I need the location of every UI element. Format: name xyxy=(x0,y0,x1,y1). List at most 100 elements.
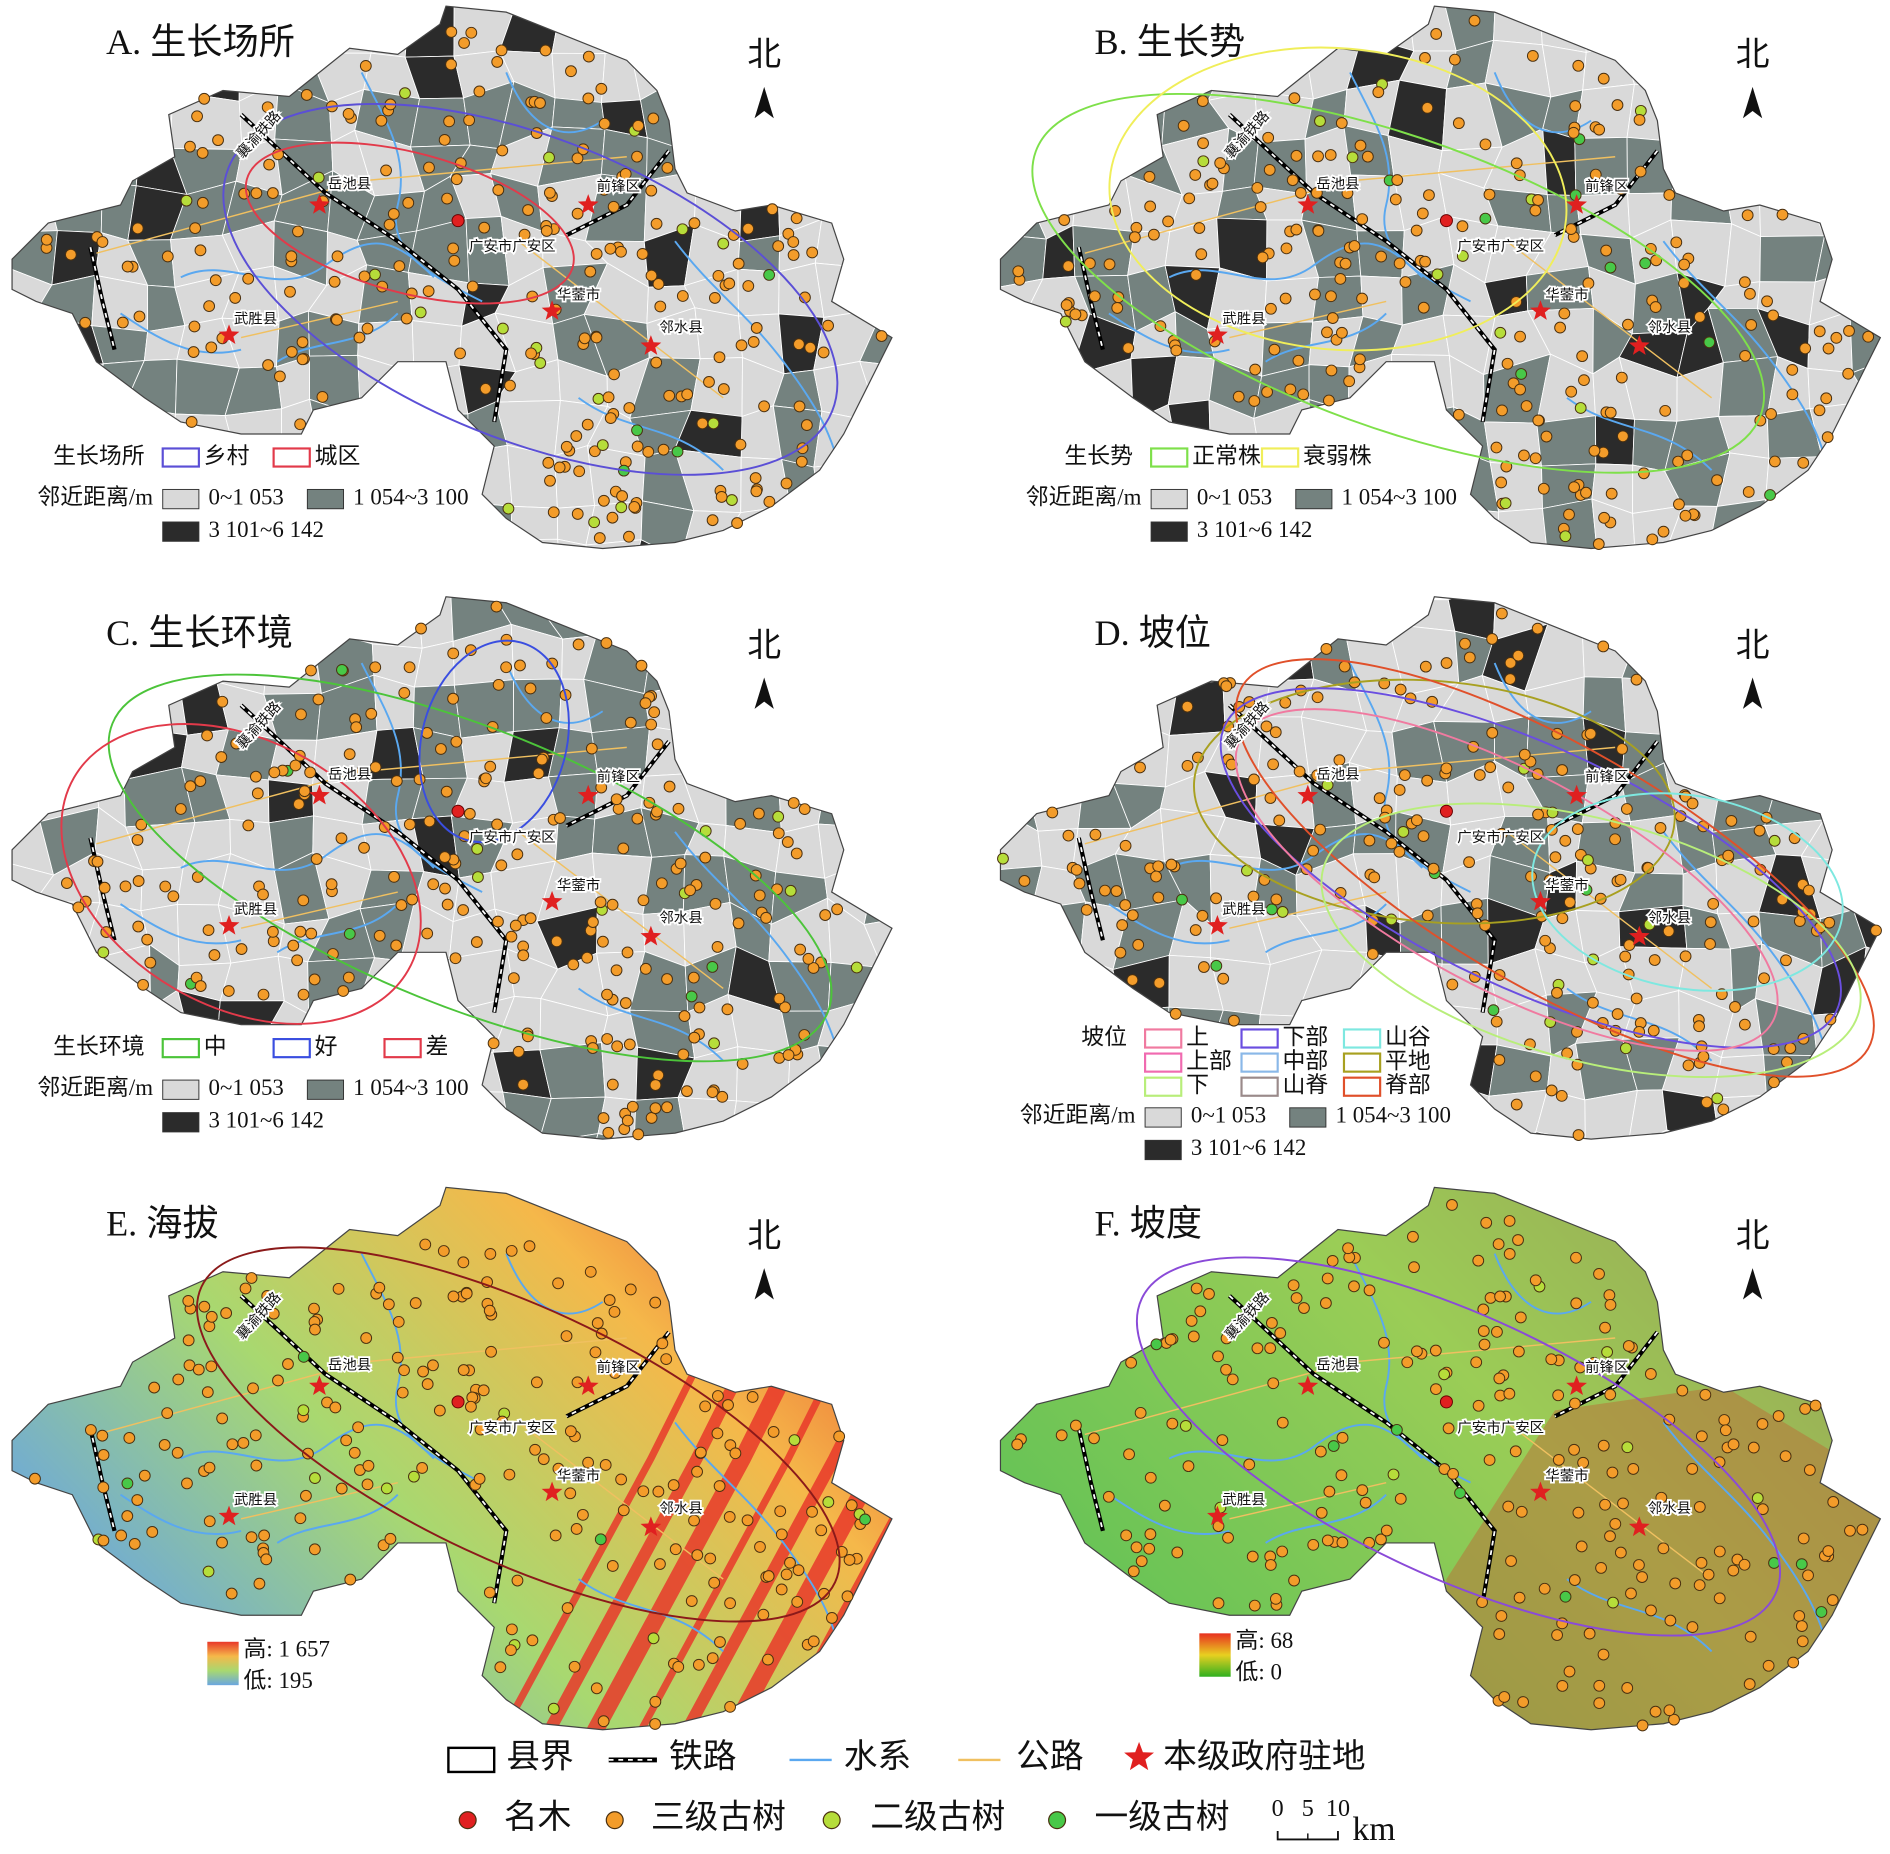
tree-point xyxy=(608,368,620,381)
tree-point xyxy=(1297,388,1310,401)
railway-dash xyxy=(89,837,116,941)
tree-point xyxy=(1226,1373,1239,1386)
tree-point xyxy=(97,946,110,959)
tree-point xyxy=(203,1515,216,1528)
tree-point xyxy=(663,389,676,402)
tree-point xyxy=(1423,189,1435,202)
zone-cell xyxy=(720,542,782,549)
zone-cell xyxy=(41,1151,103,1192)
zone-cell xyxy=(1662,540,1726,549)
railway-dash xyxy=(566,150,670,236)
tree-point xyxy=(267,1307,280,1320)
tree-point xyxy=(606,1078,619,1091)
tree-point xyxy=(582,50,595,63)
government-seat xyxy=(218,324,240,344)
zone-cell xyxy=(1812,1041,1866,1090)
zone-cell xyxy=(813,540,879,549)
zone-cell xyxy=(873,170,892,243)
tree-point xyxy=(647,1632,660,1645)
zone-cell xyxy=(770,138,835,181)
tree-point xyxy=(361,1478,374,1491)
tree-point xyxy=(1686,1463,1699,1475)
tree-point xyxy=(440,785,453,798)
tree-point xyxy=(309,1472,321,1484)
legend-swatch xyxy=(306,488,345,510)
tree-point xyxy=(1232,390,1245,403)
tree-point xyxy=(1502,1500,1515,1513)
zone-cell xyxy=(1000,1042,1041,1086)
zone-cell xyxy=(1168,680,1226,736)
zone-cell xyxy=(12,778,41,834)
tree-point xyxy=(746,1391,759,1403)
tree-point xyxy=(294,1512,307,1525)
legend-title: 邻近距离/m xyxy=(1026,484,1142,509)
zone-cell xyxy=(725,719,780,785)
tree-point xyxy=(573,465,586,478)
tree-point xyxy=(631,440,644,453)
panel-legend: 高: 68低: 0 xyxy=(1199,1628,1293,1685)
zone-cell xyxy=(878,816,892,874)
distribution-ellipse xyxy=(1108,46,1568,352)
tree-point xyxy=(1309,288,1321,301)
north-arrow xyxy=(754,677,774,709)
north-arrow xyxy=(1742,86,1763,119)
railway-dash xyxy=(566,1331,670,1418)
distribution-ellipse xyxy=(196,1246,841,1623)
zone-cell xyxy=(1539,6,1587,53)
zone-cell xyxy=(12,354,48,412)
tree-point xyxy=(782,1049,795,1061)
zone-cell xyxy=(787,1096,834,1140)
legend-label: 3 101~6 142 xyxy=(1191,1135,1306,1160)
government-seat xyxy=(218,914,240,935)
tree-point xyxy=(721,1003,734,1016)
tree-point xyxy=(578,332,591,345)
distribution-ellipse xyxy=(1235,658,1875,1078)
zone-cell xyxy=(12,963,40,1017)
tree-point xyxy=(484,760,497,773)
tree-point xyxy=(174,803,187,815)
tree-point xyxy=(798,803,811,816)
zone-cell xyxy=(1722,137,1770,185)
tree-point xyxy=(1786,363,1799,376)
legend-swatch xyxy=(161,1038,200,1059)
zone-cell xyxy=(94,127,142,187)
railway-dash xyxy=(1228,704,1496,1013)
tree-point xyxy=(1615,371,1628,384)
zone-cell xyxy=(1859,1011,1881,1043)
legend-symbol xyxy=(447,1746,496,1774)
zone-cell xyxy=(41,6,90,45)
tree-point xyxy=(1307,1538,1320,1551)
tree-point xyxy=(247,1490,260,1503)
tree-point xyxy=(585,742,598,755)
legend-label: 脊部 xyxy=(1385,1073,1431,1098)
tree-point xyxy=(1247,890,1260,903)
zone-cell xyxy=(1303,6,1363,41)
tree-point xyxy=(788,1434,801,1447)
railway-dash xyxy=(89,246,116,350)
tree-point xyxy=(504,379,516,392)
tree-point xyxy=(212,134,224,147)
zone-cell xyxy=(415,596,454,649)
zone-cell xyxy=(1722,685,1773,730)
tree-point xyxy=(647,112,660,125)
legend-title: 生长势 xyxy=(1064,443,1133,468)
tree-point xyxy=(540,712,553,724)
tree-point xyxy=(1214,157,1227,169)
tree-point xyxy=(1679,509,1692,522)
zone-cell xyxy=(1000,781,1039,833)
tree-point xyxy=(1768,455,1781,468)
tree-point xyxy=(714,1636,726,1648)
tree-point xyxy=(1387,1468,1400,1481)
tree-point xyxy=(1321,326,1333,339)
tree-point xyxy=(487,1037,500,1050)
tree-point xyxy=(1210,892,1222,905)
zone-cell xyxy=(857,1152,912,1193)
tree-point xyxy=(1286,174,1299,187)
map-panel: 岳池县 前锋区广安市广安区华蓥市武胜县邻水县襄渝铁路C. 生长环境 北生长环境中好差… xyxy=(11,596,912,1193)
tree-point xyxy=(1503,1215,1516,1227)
tree-point xyxy=(399,87,411,100)
zone-cell xyxy=(366,1128,426,1140)
tree-point xyxy=(1430,28,1443,40)
tree-point xyxy=(1729,1001,1741,1013)
tree-point xyxy=(235,943,248,955)
